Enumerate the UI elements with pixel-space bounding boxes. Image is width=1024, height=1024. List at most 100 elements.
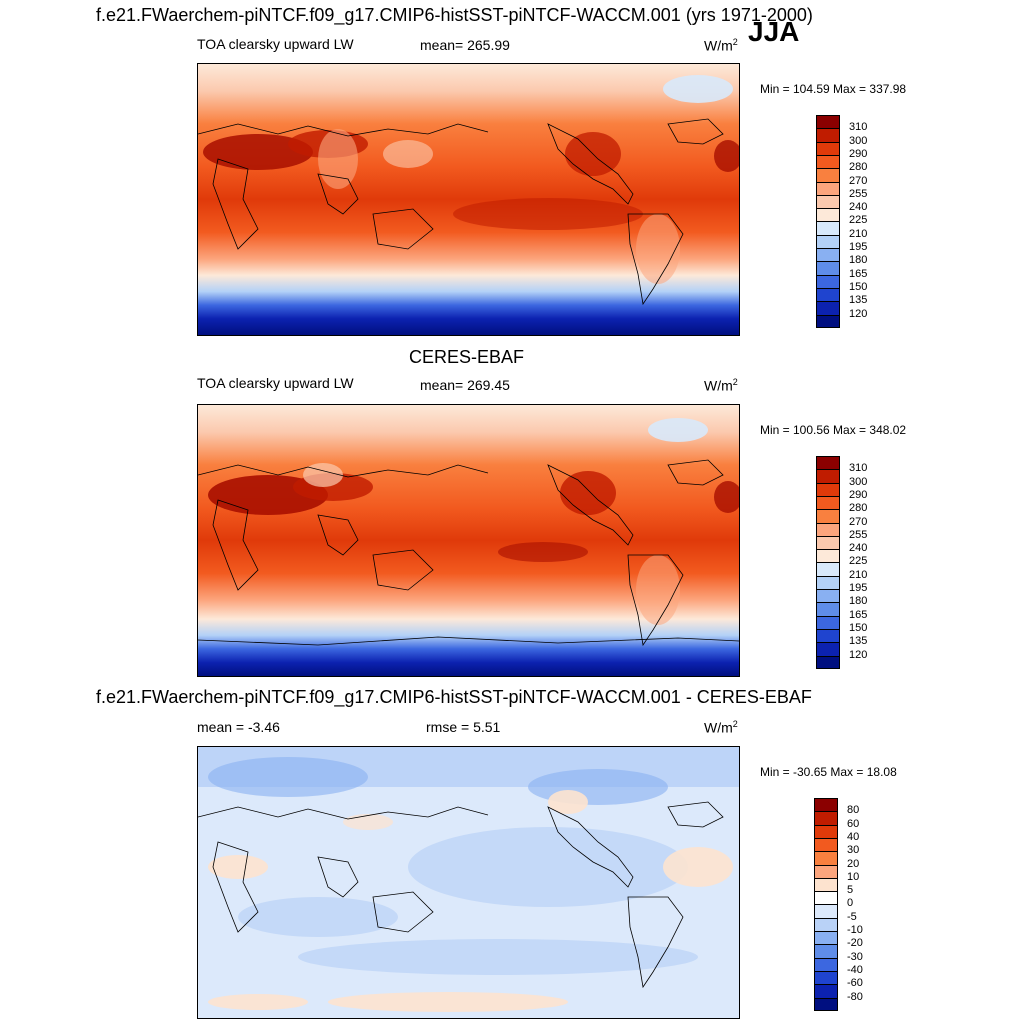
colorbar-tick-label: 180	[849, 595, 868, 608]
colorbar-swatch	[816, 208, 840, 222]
colorbar-tick-label: -30	[847, 950, 863, 963]
colorbar-swatch	[816, 274, 840, 289]
colorbar-tick-label: -20	[847, 937, 863, 950]
panel-2-variable-label: TOA clearsky upward LW	[197, 375, 354, 391]
colorbar-swatch	[814, 837, 838, 852]
colorbar-swatch	[816, 615, 840, 630]
colorbar-swatch	[816, 234, 840, 249]
colorbar-swatch	[816, 261, 840, 276]
colorbar-tick-label: 10	[847, 870, 860, 883]
main-title: f.e21.FWaerchem-piNTCF.f09_g17.CMIP6-his…	[96, 5, 813, 25]
colorbar-tick-label: 165	[849, 608, 868, 621]
colorbar-swatch	[814, 917, 838, 932]
colorbar-swatch	[816, 314, 840, 329]
colorbar-swatch	[816, 589, 840, 603]
colorbar-swatch	[814, 931, 838, 945]
colorbar-swatch	[816, 549, 840, 563]
colorbar-tick-label: 290	[849, 147, 868, 160]
colorbar-swatch	[816, 575, 840, 590]
colorbar-swatch	[816, 248, 840, 262]
panel-3-rmse-label: rmse = 5.51	[426, 719, 501, 735]
panel-2-minmax: Min = 100.56 Max = 348.02	[760, 423, 907, 437]
colorbar-swatch	[814, 798, 838, 812]
colorbar-tick-label: -80	[847, 990, 863, 1003]
colorbar-swatch	[814, 944, 838, 959]
colorbar-tick-label: 240	[849, 201, 868, 214]
panel-1-units: W/m2	[704, 37, 738, 54]
panel-1-mean-label: mean= 265.99	[420, 37, 510, 53]
colorbar-tick-label: 270	[849, 515, 868, 528]
colorbar-tick-label: 195	[849, 582, 868, 594]
colorbar-tick-label: 165	[849, 267, 868, 280]
colorbar-swatch	[816, 301, 840, 315]
colorbar-tick-label: 270	[849, 174, 868, 187]
colorbar-swatch	[816, 128, 840, 143]
colorbar-tick-label: 80	[847, 804, 860, 817]
colorbar-tick-label: 60	[847, 817, 860, 830]
colorbar-tick-label: 300	[849, 134, 868, 147]
colorbar-swatch	[816, 655, 840, 670]
colorbar-tick-label: 310	[849, 462, 868, 475]
colorbar-swatch	[816, 535, 840, 550]
colorbar-swatch	[814, 891, 838, 905]
colorbar-swatch	[816, 469, 840, 484]
colorbar-tick-label: 210	[849, 227, 868, 240]
season-label: JJA	[748, 16, 800, 47]
panel-1-minmax: Min = 104.59 Max = 337.98	[760, 82, 907, 96]
colorbar-swatch	[816, 168, 840, 182]
colorbar-tick-label: 225	[849, 214, 868, 227]
colorbar-tick-label: 300	[849, 475, 868, 488]
colorbar-swatch	[816, 482, 840, 497]
panel-3-mean-label: mean = -3.46	[197, 719, 280, 735]
colorbar-tick-label: -5	[847, 910, 857, 923]
colorbar-swatch	[816, 562, 840, 577]
colorbar-tick-label: 135	[849, 294, 868, 307]
panel-3-title: f.e21.FWaerchem-piNTCF.f09_g17.CMIP6-his…	[96, 687, 812, 707]
colorbar-tick-label: 180	[849, 254, 868, 267]
colorbar-swatch	[814, 851, 838, 865]
colorbar-swatch	[816, 642, 840, 656]
colorbar-tick-label: 195	[849, 241, 868, 253]
colorbar-swatch	[814, 864, 838, 879]
colorbar-tick-label: 30	[847, 844, 860, 857]
panel-3-units: W/m2	[704, 719, 738, 736]
colorbar-swatch	[814, 811, 838, 826]
colorbar-swatch	[814, 997, 838, 1012]
colorbar-tick-label: 120	[849, 307, 868, 320]
panel-3-map	[197, 746, 740, 1019]
colorbar-swatch	[816, 154, 840, 169]
colorbar-tick-label: 150	[849, 621, 868, 634]
colorbar-swatch	[816, 141, 840, 156]
colorbar-swatch	[816, 287, 840, 302]
panel-1-map	[197, 63, 740, 336]
colorbar-tick-label: -10	[847, 924, 863, 936]
colorbar-swatch	[814, 824, 838, 839]
panel-2-units: W/m2	[704, 377, 738, 394]
colorbar-swatch	[816, 115, 840, 129]
colorbar-tick-label: 255	[849, 528, 868, 541]
colorbar-swatch	[816, 495, 840, 510]
colorbar-swatch	[814, 957, 838, 972]
panel-2-mean-label: mean= 269.45	[420, 377, 510, 393]
colorbar-tick-label: 280	[849, 502, 868, 515]
colorbar-tick-label: 40	[847, 830, 860, 843]
colorbar-swatch	[814, 904, 838, 919]
colorbar-tick-label: 290	[849, 488, 868, 501]
colorbar-swatch	[814, 970, 838, 985]
colorbar-tick-label: 310	[849, 121, 868, 134]
colorbar-tick-label: 5	[847, 884, 854, 897]
colorbar-tick-label: 225	[849, 555, 868, 568]
panel-3-minmax: Min = -30.65 Max = 18.08	[760, 765, 897, 779]
colorbar-swatch	[816, 522, 840, 537]
colorbar-tick-label: 255	[849, 187, 868, 200]
colorbar-tick-label: 210	[849, 568, 868, 581]
panel-1-variable-label: TOA clearsky upward LW	[197, 36, 354, 52]
colorbar-tick-label: 150	[849, 280, 868, 293]
colorbar-swatch	[816, 509, 840, 523]
colorbar-tick-label: 135	[849, 635, 868, 648]
colorbar-tick-label: 280	[849, 161, 868, 174]
colorbar-swatch	[816, 456, 840, 470]
colorbar-tick-label: 0	[847, 897, 854, 910]
colorbar-swatch	[816, 181, 840, 196]
colorbar-swatch	[816, 221, 840, 236]
